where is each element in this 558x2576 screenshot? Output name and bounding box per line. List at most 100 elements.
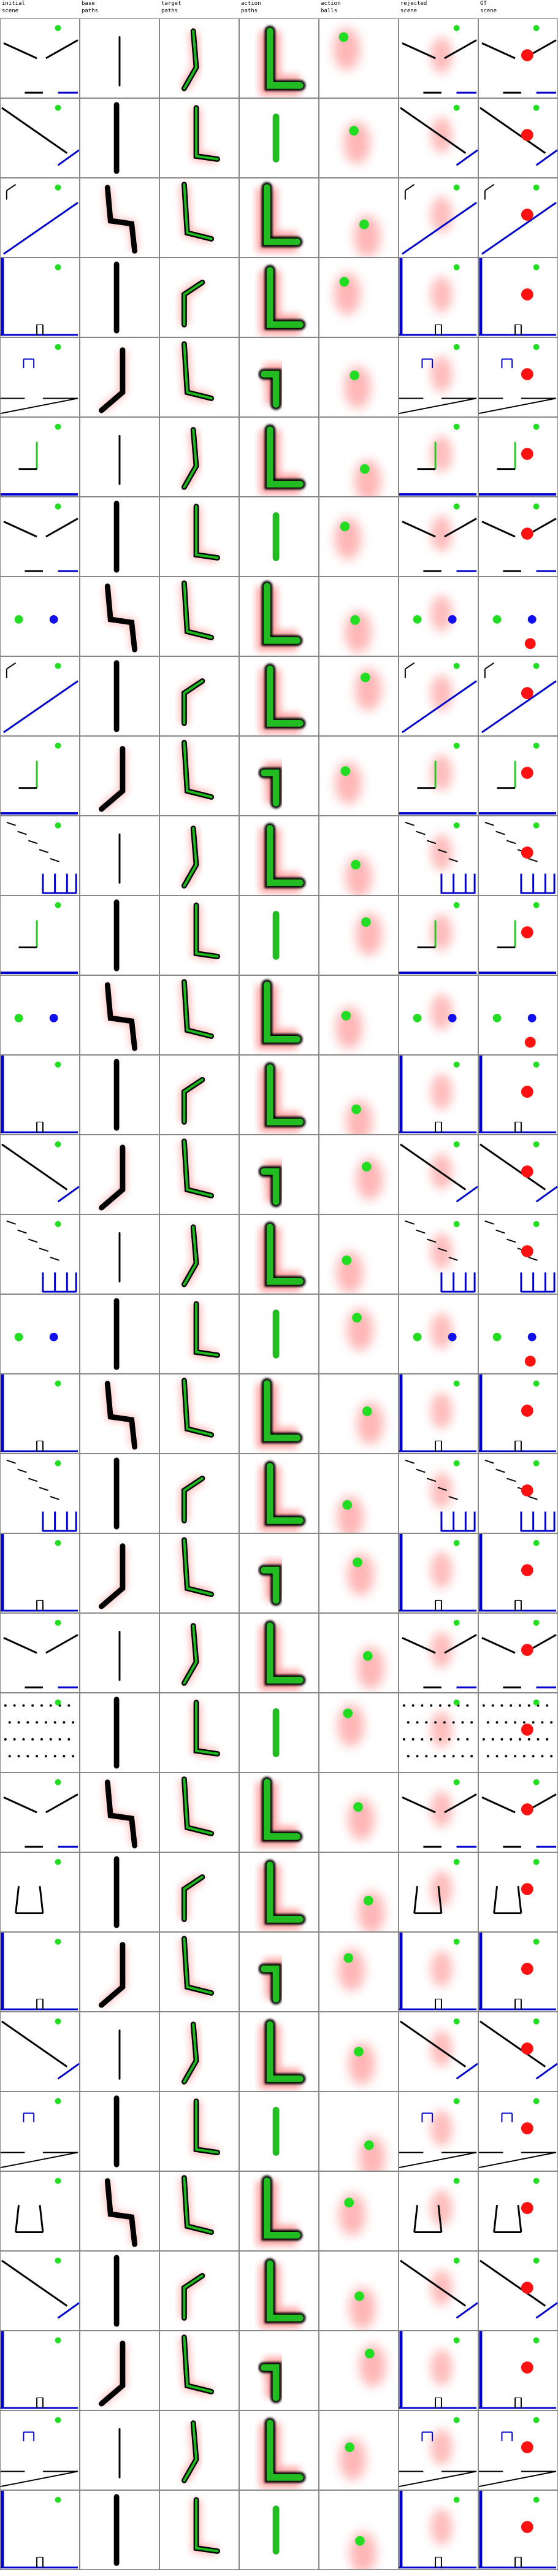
green-ball	[533, 1221, 540, 1227]
cell-r4-c3	[239, 337, 319, 417]
cell-r14-c6	[478, 1135, 558, 1214]
cell-r11-c0	[0, 895, 80, 975]
cell-canvas	[356, 1157, 383, 1200]
peg	[452, 1755, 455, 1758]
blue-ramp	[481, 202, 557, 255]
cell-canvas	[112, 2494, 121, 2566]
red-ball	[521, 2122, 533, 2134]
cell-r20-c2	[159, 1613, 239, 1693]
action-path	[266, 825, 304, 886]
action-path	[263, 981, 300, 1043]
cell-canvas	[355, 668, 382, 711]
cell-canvas	[481, 184, 557, 255]
cell-canvas	[191, 902, 220, 962]
cell-canvas	[479, 2098, 557, 2169]
cell-r18-c0	[0, 1454, 80, 1533]
cell-r21-c2	[159, 1693, 239, 1773]
action-path	[260, 2364, 280, 2401]
cell-canvas	[346, 1308, 373, 1351]
cell-canvas	[402, 1779, 477, 1848]
scene-line	[495, 830, 505, 835]
green-ball	[533, 1141, 540, 1148]
scene-line	[1, 1143, 68, 1190]
cell-r24-c0	[0, 1932, 80, 2012]
cell-canvas	[1, 2018, 79, 2080]
cell-canvas	[1, 1534, 78, 1612]
cell-canvas	[112, 500, 121, 573]
rejected-heat	[430, 1791, 453, 1828]
cell-canvas	[15, 2177, 61, 2233]
cell-canvas	[98, 2340, 127, 2407]
cell-canvas	[492, 1333, 537, 1367]
action-ball	[350, 615, 360, 625]
cell-r26-c3	[239, 2091, 319, 2171]
cell-r24-c4	[319, 1932, 399, 2012]
peg	[402, 1738, 405, 1741]
scene-line	[405, 662, 415, 670]
cell-r21-c6	[478, 1693, 558, 1773]
scene-line	[506, 1238, 516, 1243]
red-ball	[521, 368, 533, 380]
cell-canvas	[179, 1873, 205, 1922]
cell-r20-c6	[478, 1613, 558, 1693]
cell-r22-c5	[399, 1773, 478, 1852]
cell-canvas	[112, 660, 121, 732]
cell-r22-c1	[80, 1773, 159, 1852]
cell-canvas	[1, 2098, 78, 2169]
cell-r13-c1	[80, 1055, 159, 1135]
blue-ramp	[402, 202, 477, 255]
cell-r11-c6	[478, 895, 558, 975]
rejected-heat	[430, 1153, 453, 1190]
column-header-6: GT scene	[480, 1, 497, 14]
cell-r17-c1	[80, 1374, 159, 1454]
rejected-heat	[430, 1871, 453, 1907]
scene-line	[517, 2204, 522, 2233]
red-ball	[521, 767, 533, 779]
red-ball	[521, 1723, 533, 1736]
cell-canvas	[259, 1859, 306, 1930]
green-ball	[55, 1619, 61, 1626]
cell-r24-c3	[239, 1932, 319, 2012]
cell-r27-c0	[0, 2171, 80, 2251]
cell-canvas	[482, 1699, 553, 1758]
target-path-green	[195, 1302, 219, 1357]
cell-canvas	[402, 25, 477, 94]
red-ball	[521, 1165, 533, 1178]
scene-line	[528, 1256, 538, 1261]
scene-line	[1, 2020, 68, 2068]
rejected-heat	[430, 2269, 453, 2306]
cell-r9-c6	[478, 736, 558, 816]
cell-r5-c3	[239, 417, 319, 497]
scene-line	[1, 2152, 78, 2169]
green-ball	[453, 822, 460, 829]
cell-canvas	[350, 2531, 376, 2569]
red-ball	[521, 288, 533, 301]
cell-canvas	[256, 1378, 303, 1449]
scene-line	[493, 2204, 499, 2233]
cell-r21-c5	[399, 1693, 478, 1773]
scene-line	[1, 107, 68, 154]
green-ball	[453, 423, 460, 430]
cell-canvas	[3, 1619, 78, 1689]
cell-r23-c6	[478, 1852, 558, 1932]
cell-canvas	[266, 2503, 286, 2557]
target-path-green	[195, 2498, 219, 2553]
cell-r8-c4	[319, 656, 399, 736]
peg	[425, 1721, 428, 1724]
scene-line	[3, 42, 37, 59]
peg	[416, 1755, 419, 1758]
cell-canvas	[400, 1141, 478, 1203]
scene-line	[448, 857, 458, 862]
rejected-heat	[430, 1472, 453, 1509]
cell-r8-c1	[80, 656, 159, 736]
action-ball	[344, 2198, 354, 2208]
cell-r27-c5	[399, 2171, 478, 2251]
cell-canvas	[399, 423, 477, 496]
rejected-heat	[430, 1950, 453, 1987]
cell-canvas	[335, 1006, 362, 1049]
scene-line	[39, 1885, 44, 1914]
cell-canvas	[179, 677, 205, 726]
green-ball	[533, 742, 540, 749]
cell-canvas	[358, 1892, 385, 1931]
rejected-heat	[430, 2509, 453, 2545]
